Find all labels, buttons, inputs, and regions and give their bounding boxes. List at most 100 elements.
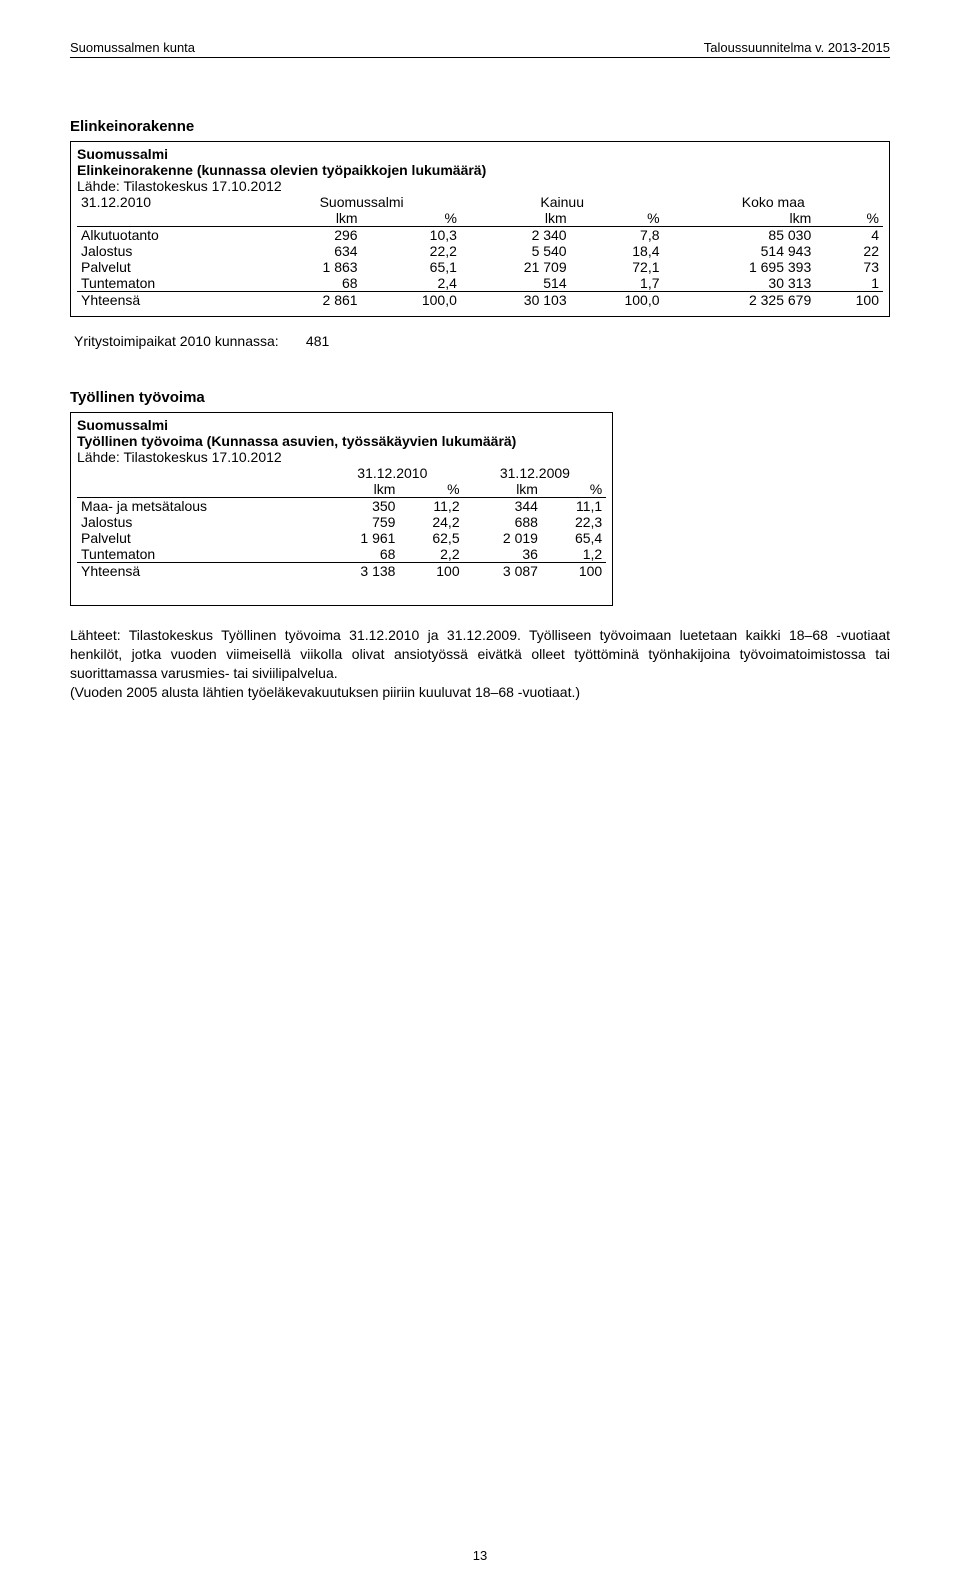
cell: 68 <box>262 275 361 292</box>
section2-box-sub: Työllinen työvoima (Kunnassa asuvien, ty… <box>77 433 606 449</box>
cell: 2 340 <box>461 227 571 244</box>
cell: 514 <box>461 275 571 292</box>
table-row: Tuntematon 68 2,4 514 1,7 30 313 1 <box>77 275 883 292</box>
cell: 1,7 <box>571 275 664 292</box>
cell: 3 087 <box>464 563 542 580</box>
cell: 22,2 <box>362 243 461 259</box>
table-row: Palvelut 1 863 65,1 21 709 72,1 1 695 39… <box>77 259 883 275</box>
page: Suomussalmen kunta Taloussuunnitelma v. … <box>0 0 960 1593</box>
section2-sub-1: % <box>399 481 463 498</box>
section1-subheader-row: lkm % lkm % lkm % <box>77 210 883 227</box>
cell: 11,2 <box>399 498 463 515</box>
section1-group-header-row: 31.12.2010 Suomussalmi Kainuu Koko maa <box>77 194 883 210</box>
row-label: Palvelut <box>77 530 321 546</box>
cell: 1,2 <box>542 546 606 563</box>
cell: 100 <box>399 563 463 580</box>
total-label: Yhteensä <box>77 563 321 580</box>
cell: 1 863 <box>262 259 361 275</box>
cell: 1 961 <box>321 530 399 546</box>
section1-note: Yritystoimipaikat 2010 kunnassa: 481 <box>74 333 890 349</box>
total-label: Yhteensä <box>77 292 262 309</box>
section1-box-title: Suomussalmi <box>77 146 883 162</box>
table-row: Maa- ja metsätalous 350 11,2 344 11,1 <box>77 498 606 515</box>
section1-sub-2: lkm <box>461 210 571 227</box>
cell: 65,1 <box>362 259 461 275</box>
section2-box-title: Suomussalmi <box>77 417 606 433</box>
cell: 21 709 <box>461 259 571 275</box>
section2-box-src: Lähde: Tilastokeskus 17.10.2012 <box>77 449 606 465</box>
cell: 634 <box>262 243 361 259</box>
cell: 2 325 679 <box>664 292 816 309</box>
cell: 2,2 <box>399 546 463 563</box>
section1-note-value: 481 <box>306 333 329 349</box>
section1-sub-0: lkm <box>262 210 361 227</box>
cell: 296 <box>262 227 361 244</box>
section1-sub-5: % <box>815 210 883 227</box>
page-number: 13 <box>0 1548 960 1563</box>
section2-grp-1: 31.12.2009 <box>464 465 607 481</box>
section1-total-row: Yhteensä 2 861 100,0 30 103 100,0 2 325 … <box>77 292 883 309</box>
cell: 344 <box>464 498 542 515</box>
section1-table: 31.12.2010 Suomussalmi Kainuu Koko maa l… <box>77 194 883 308</box>
body-paragraph-1: (Vuoden 2005 alusta lähtien työeläkevaku… <box>70 683 890 702</box>
cell: 688 <box>464 514 542 530</box>
cell: 18,4 <box>571 243 664 259</box>
section1-heading: Elinkeinorakenne <box>70 118 890 135</box>
cell: 73 <box>815 259 883 275</box>
cell: 3 138 <box>321 563 399 580</box>
cell: 350 <box>321 498 399 515</box>
section1-date: 31.12.2010 <box>77 194 262 210</box>
cell: 22,3 <box>542 514 606 530</box>
section2-box: Suomussalmi Työllinen työvoima (Kunnassa… <box>70 412 613 606</box>
cell: 2 861 <box>262 292 361 309</box>
cell: 2,4 <box>362 275 461 292</box>
section1-sub-1: % <box>362 210 461 227</box>
row-label: Jalostus <box>77 243 262 259</box>
cell: 30 103 <box>461 292 571 309</box>
section2-group-header-row: 31.12.2010 31.12.2009 <box>77 465 606 481</box>
section2-sub-3: % <box>542 481 606 498</box>
section1-box: Suomussalmi Elinkeinorakenne (kunnassa o… <box>70 141 890 317</box>
section1-grp-2: Koko maa <box>664 194 883 210</box>
cell: 2 019 <box>464 530 542 546</box>
header-right: Taloussuunnitelma v. 2013-2015 <box>704 40 890 55</box>
cell: 68 <box>321 546 399 563</box>
cell: 5 540 <box>461 243 571 259</box>
cell: 22 <box>815 243 883 259</box>
row-label: Jalostus <box>77 514 321 530</box>
cell: 514 943 <box>664 243 816 259</box>
cell: 100 <box>542 563 606 580</box>
cell: 1 695 393 <box>664 259 816 275</box>
cell: 7,8 <box>571 227 664 244</box>
section2-sub-2: lkm <box>464 481 542 498</box>
table-row: Jalostus 634 22,2 5 540 18,4 514 943 22 <box>77 243 883 259</box>
cell: 36 <box>464 546 542 563</box>
section2-sub-0: lkm <box>321 481 399 498</box>
section2-table: 31.12.2010 31.12.2009 lkm % lkm % Maa- j… <box>77 465 606 579</box>
row-label: Palvelut <box>77 259 262 275</box>
cell: 4 <box>815 227 883 244</box>
running-header: Suomussalmen kunta Taloussuunnitelma v. … <box>70 40 890 58</box>
header-left: Suomussalmen kunta <box>70 40 195 55</box>
cell: 10,3 <box>362 227 461 244</box>
cell: 100,0 <box>571 292 664 309</box>
cell: 759 <box>321 514 399 530</box>
cell: 30 313 <box>664 275 816 292</box>
body-paragraph-0: Lähteet: Tilastokeskus Työllinen työvoim… <box>70 626 890 683</box>
cell: 100,0 <box>362 292 461 309</box>
section2-total-row: Yhteensä 3 138 100 3 087 100 <box>77 563 606 580</box>
cell: 85 030 <box>664 227 816 244</box>
table-row: Tuntematon 68 2,2 36 1,2 <box>77 546 606 563</box>
cell: 72,1 <box>571 259 664 275</box>
cell: 65,4 <box>542 530 606 546</box>
cell: 100 <box>815 292 883 309</box>
cell: 24,2 <box>399 514 463 530</box>
section1-sub-4: lkm <box>664 210 816 227</box>
cell: 11,1 <box>542 498 606 515</box>
section1-grp-1: Kainuu <box>461 194 664 210</box>
section2-grp-0: 31.12.2010 <box>321 465 464 481</box>
table-row: Alkutuotanto 296 10,3 2 340 7,8 85 030 4 <box>77 227 883 244</box>
section1-sub-3: % <box>571 210 664 227</box>
section2-subheader-row: lkm % lkm % <box>77 481 606 498</box>
row-label: Alkutuotanto <box>77 227 262 244</box>
